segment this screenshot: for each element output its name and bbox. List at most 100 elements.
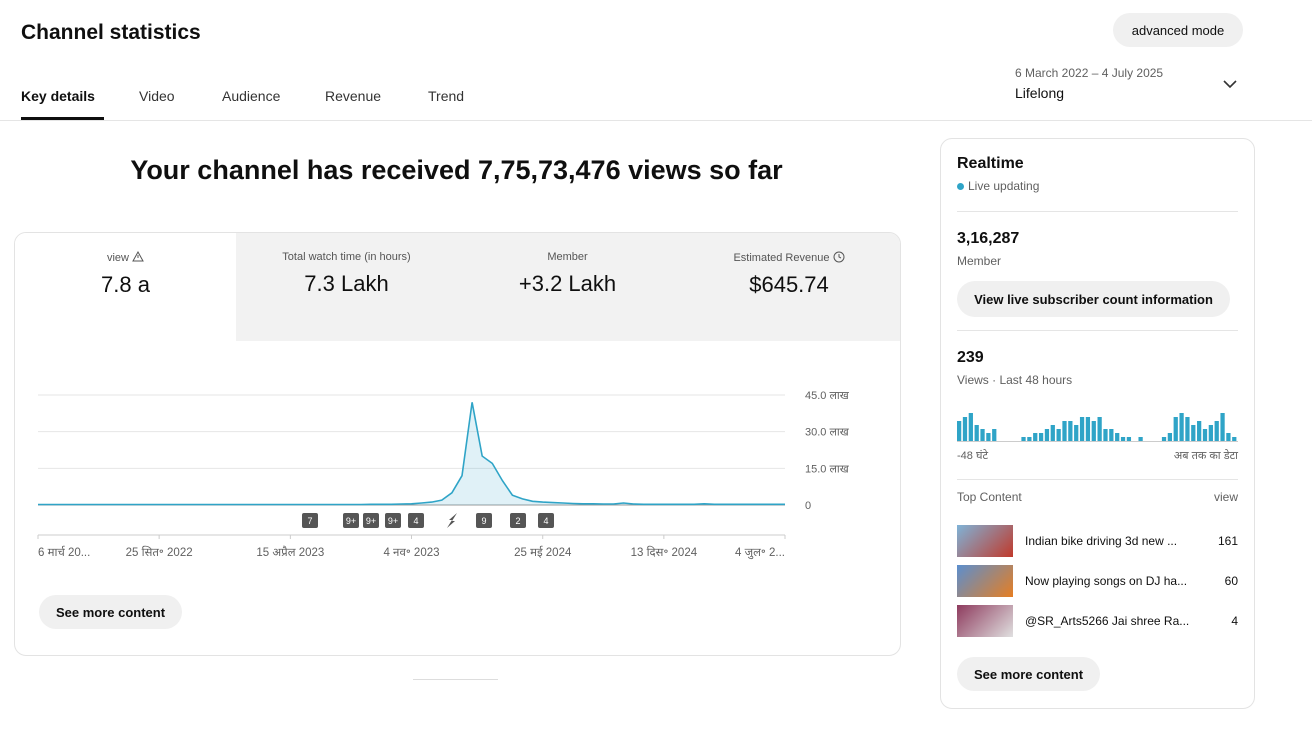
event-marker (408, 513, 424, 528)
divider (957, 330, 1238, 331)
top-content-item[interactable]: Indian bike driving 3d new ... 161 (957, 525, 1238, 557)
live-count-button[interactable]: View live subscriber count information (957, 281, 1230, 317)
tab[interactable]: Trend (428, 88, 465, 104)
event-label: 4 (413, 516, 418, 526)
bar (1214, 421, 1219, 441)
divider (0, 120, 1312, 121)
bar (1021, 437, 1026, 441)
bar (1179, 413, 1184, 441)
bar (974, 425, 979, 441)
tab[interactable]: Audience (222, 88, 281, 104)
live-status: Live updating (968, 179, 1040, 193)
x-tick-label: 25 सित॰ 2022 (126, 545, 193, 559)
bar (1044, 429, 1050, 441)
bar (968, 413, 973, 441)
bar (1097, 417, 1102, 441)
bar (980, 429, 985, 441)
bar (1126, 437, 1132, 441)
views-label: Views · Last 48 hours (957, 373, 1073, 387)
item-views: 161 (1217, 534, 1238, 548)
tab[interactable]: Key details (21, 88, 95, 104)
event-label: 9 (481, 516, 486, 526)
bar (1079, 417, 1085, 441)
metric-value: 7.8 a (101, 272, 150, 297)
bar (1226, 433, 1231, 441)
live-dot (957, 183, 964, 190)
subscriber-label: Member (957, 254, 1002, 268)
bar (1038, 433, 1044, 441)
metric[interactable]: Estimated Revenue $645.74 (678, 233, 900, 341)
bar (1202, 429, 1208, 441)
event-label: 4 (543, 516, 548, 526)
bar (1074, 425, 1079, 441)
metric[interactable]: Total watch time (in hours) 7.3 Lakh (236, 233, 458, 341)
divider (957, 479, 1238, 480)
key-metrics-card: view 7.8 a Total watch time (in hours) 7.… (14, 232, 901, 656)
event-marker (363, 513, 379, 528)
bar (1161, 437, 1167, 441)
line-chart: 0 15.0 लाख 30.0 लाख 45.0 लाख 7 9+ 9+ 9+ 4 9 2 4 6 मा… (37, 390, 850, 560)
item-views: 4 (1231, 614, 1238, 628)
event-marker (538, 513, 554, 528)
bar (1103, 429, 1108, 441)
see-more-button[interactable]: See more content (39, 595, 182, 629)
tab[interactable]: Revenue (325, 88, 382, 104)
bar (962, 417, 968, 441)
views-count: 239 (957, 349, 984, 366)
bar (1068, 421, 1073, 441)
thumbnail (957, 525, 1013, 557)
metric-label: view (106, 252, 129, 264)
realtime-bar-chart: -48 घंटे अब तक का डेटा (957, 413, 1238, 462)
metric-value: +3.2 Lakh (518, 271, 617, 296)
realtime-title: Realtime (957, 155, 1024, 172)
bar (1050, 425, 1055, 441)
divider (957, 211, 1238, 212)
top-content-title: Top Content (957, 490, 1022, 504)
bar (1173, 417, 1178, 441)
clock-icon (833, 251, 845, 263)
metric[interactable]: Member +3.2 Lakh (457, 233, 679, 341)
advanced-mode-button[interactable]: advanced mode (1113, 13, 1243, 47)
bar (992, 429, 997, 441)
bar (1232, 437, 1237, 441)
bar (957, 421, 962, 441)
x-tick-label: 6 मार्च 20... (38, 545, 90, 559)
y-tick-label: 30.0 लाख (805, 427, 850, 439)
item-title: Indian bike driving 3d new ... (1025, 534, 1178, 548)
dropdown-icon[interactable] (1222, 78, 1238, 90)
bar (1167, 433, 1173, 441)
metric-value: 7.3 Lakh (304, 271, 389, 296)
event-marker (302, 513, 318, 528)
metric-label: Member (547, 251, 588, 263)
bar (1085, 417, 1091, 441)
see-more-button[interactable]: See more content (957, 657, 1100, 691)
event-label: 9+ (346, 516, 356, 526)
bar (1033, 433, 1038, 441)
metric[interactable]: view 7.8 a (15, 233, 237, 341)
bar (1197, 421, 1202, 441)
bar (1185, 417, 1190, 441)
tab-indicator (21, 117, 104, 120)
y-tick-label: 45.0 लाख (805, 390, 850, 402)
line-area (38, 402, 785, 505)
bar (1062, 421, 1067, 441)
thumbnail (957, 565, 1013, 597)
item-views: 60 (1224, 574, 1238, 588)
tab[interactable]: Video (139, 88, 175, 104)
event-marker (476, 513, 492, 528)
x-tick-label: 4 नव॰ 2023 (383, 547, 439, 559)
bar (986, 433, 991, 441)
x-tick-label: 25 मई 2024 (514, 545, 572, 559)
headline: Your channel has received 7,75,73,476 vi… (130, 155, 783, 185)
event-label: 7 (307, 516, 312, 526)
top-content-item[interactable]: @SR_Arts5266 Jai shree Ra... 4 (957, 605, 1238, 637)
line (38, 402, 785, 506)
top-content-item[interactable]: Now playing songs on DJ ha... 60 (957, 565, 1238, 597)
bar (1027, 437, 1032, 441)
event-marker (510, 513, 526, 528)
x-tick-label: 4 जुल॰ 2... (735, 547, 785, 560)
thumbnail (957, 605, 1013, 637)
period[interactable]: Lifelong (1015, 85, 1065, 101)
event-label: 9+ (366, 516, 376, 526)
